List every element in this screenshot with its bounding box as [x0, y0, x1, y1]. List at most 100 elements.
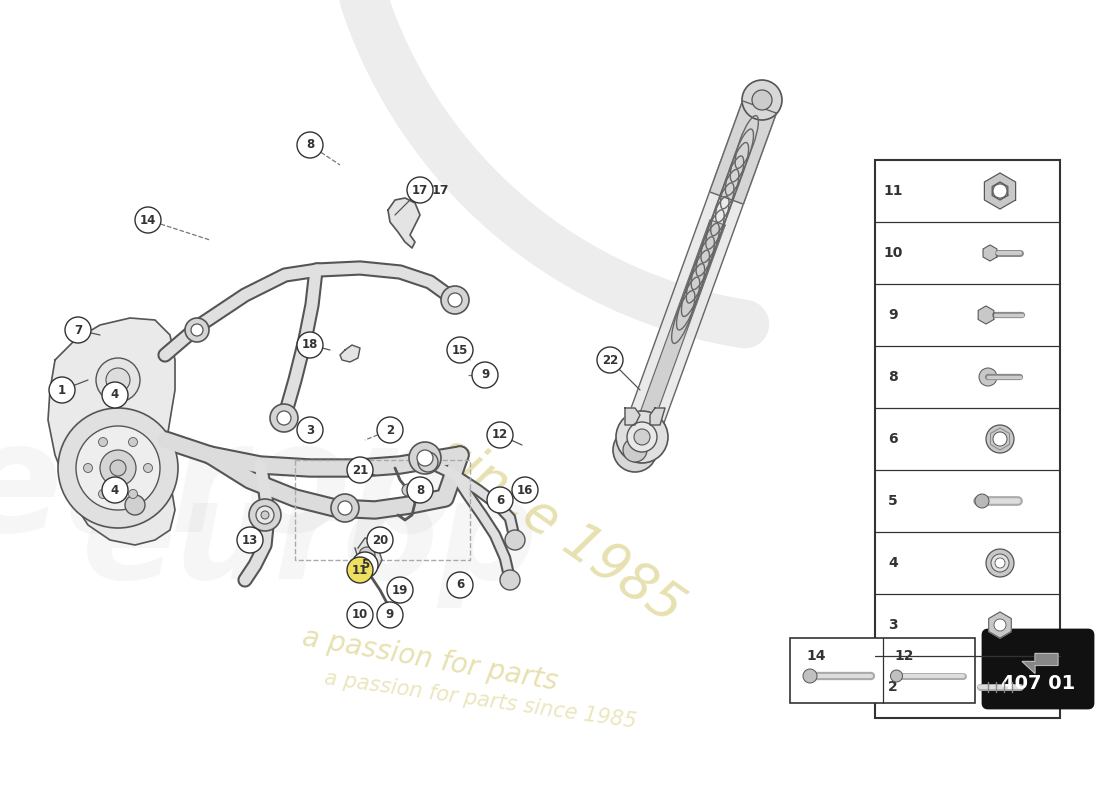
- Text: 15: 15: [452, 343, 469, 357]
- Circle shape: [129, 438, 138, 446]
- Circle shape: [125, 495, 145, 515]
- Text: europ: europ: [0, 415, 461, 565]
- Circle shape: [331, 494, 359, 522]
- Circle shape: [84, 463, 92, 473]
- Circle shape: [102, 477, 128, 503]
- Circle shape: [752, 90, 772, 110]
- Circle shape: [418, 452, 438, 472]
- Circle shape: [441, 286, 469, 314]
- Text: 407 01: 407 01: [1001, 674, 1075, 694]
- Circle shape: [597, 347, 623, 373]
- Circle shape: [993, 184, 1007, 198]
- Text: 4: 4: [888, 556, 898, 570]
- Polygon shape: [710, 101, 777, 204]
- Circle shape: [803, 669, 817, 683]
- Circle shape: [297, 332, 323, 358]
- Circle shape: [102, 382, 128, 408]
- Circle shape: [993, 432, 1007, 446]
- Circle shape: [979, 368, 997, 386]
- Circle shape: [996, 558, 1005, 568]
- Circle shape: [994, 619, 1006, 631]
- Circle shape: [191, 324, 204, 336]
- Circle shape: [448, 293, 462, 307]
- Polygon shape: [634, 220, 725, 435]
- Circle shape: [986, 549, 1014, 577]
- Text: 12: 12: [894, 649, 914, 663]
- Circle shape: [991, 554, 1009, 572]
- Text: 4: 4: [111, 483, 119, 497]
- FancyBboxPatch shape: [874, 160, 1060, 718]
- Circle shape: [377, 417, 403, 443]
- Text: 13: 13: [242, 534, 258, 546]
- Text: 22: 22: [602, 354, 618, 366]
- Text: 16: 16: [517, 483, 534, 497]
- Circle shape: [891, 670, 902, 682]
- Text: 11: 11: [883, 184, 903, 198]
- Text: 19: 19: [392, 583, 408, 597]
- Polygon shape: [989, 612, 1011, 638]
- Circle shape: [110, 460, 126, 476]
- Circle shape: [975, 494, 989, 508]
- Circle shape: [402, 484, 414, 496]
- Text: 6: 6: [455, 578, 464, 591]
- Circle shape: [986, 425, 1014, 453]
- Circle shape: [381, 603, 395, 617]
- Text: europ: europ: [81, 473, 538, 607]
- Text: since 1985: since 1985: [427, 426, 693, 634]
- Circle shape: [297, 417, 323, 443]
- Circle shape: [407, 177, 433, 203]
- Polygon shape: [983, 245, 997, 261]
- Circle shape: [367, 527, 393, 553]
- Text: 3: 3: [306, 423, 315, 437]
- Text: 5: 5: [888, 494, 898, 508]
- Text: 2: 2: [888, 680, 898, 694]
- Circle shape: [346, 457, 373, 483]
- Circle shape: [129, 490, 138, 498]
- Text: 5: 5: [361, 558, 370, 571]
- Text: 14: 14: [806, 649, 825, 663]
- Polygon shape: [978, 306, 993, 324]
- Polygon shape: [355, 538, 382, 570]
- Text: 6: 6: [888, 432, 898, 446]
- Circle shape: [377, 602, 403, 628]
- Circle shape: [297, 132, 323, 158]
- Text: 1: 1: [58, 383, 66, 397]
- Circle shape: [96, 358, 140, 402]
- Circle shape: [487, 487, 513, 513]
- Text: 17: 17: [431, 183, 449, 197]
- Polygon shape: [625, 408, 640, 425]
- Text: 11: 11: [352, 563, 368, 577]
- Text: 9: 9: [386, 609, 394, 622]
- Polygon shape: [992, 182, 1008, 200]
- Circle shape: [407, 477, 433, 503]
- Text: 2: 2: [386, 423, 394, 437]
- Text: 10: 10: [352, 609, 368, 622]
- Circle shape: [65, 317, 91, 343]
- Circle shape: [623, 438, 647, 462]
- Circle shape: [634, 429, 650, 445]
- Circle shape: [249, 499, 280, 531]
- Circle shape: [512, 477, 538, 503]
- Text: 8: 8: [306, 138, 315, 151]
- Circle shape: [99, 438, 108, 446]
- Circle shape: [135, 207, 161, 233]
- Circle shape: [256, 506, 274, 524]
- Circle shape: [236, 527, 263, 553]
- Circle shape: [58, 408, 178, 528]
- Text: 18: 18: [301, 338, 318, 351]
- Polygon shape: [650, 408, 666, 425]
- Circle shape: [387, 577, 412, 603]
- Polygon shape: [618, 94, 779, 456]
- Text: 20: 20: [372, 534, 388, 546]
- FancyBboxPatch shape: [790, 638, 975, 703]
- Polygon shape: [1022, 654, 1058, 674]
- Text: 3: 3: [888, 618, 898, 632]
- Polygon shape: [340, 345, 360, 362]
- Circle shape: [352, 552, 378, 578]
- Circle shape: [346, 557, 373, 583]
- Circle shape: [613, 428, 657, 472]
- Polygon shape: [388, 198, 420, 248]
- Circle shape: [76, 426, 160, 510]
- Circle shape: [143, 463, 153, 473]
- Circle shape: [447, 572, 473, 598]
